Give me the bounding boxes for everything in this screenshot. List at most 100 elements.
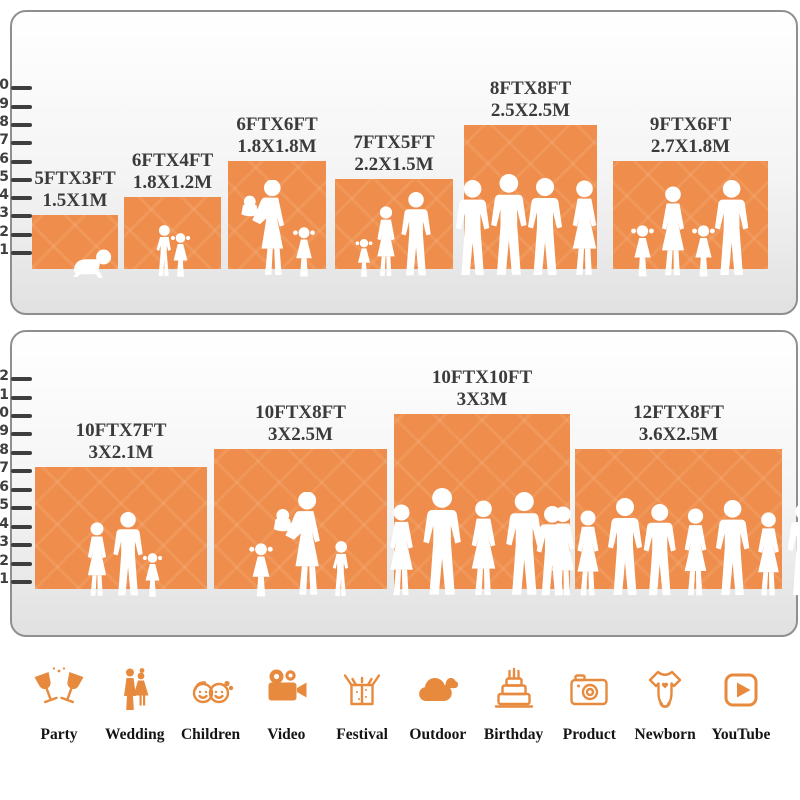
backdrop-size-label: 7FTX5FT 2.2X1.5M [353, 132, 435, 175]
ruler-tick-3: 3 [0, 206, 32, 220]
category-festival: Festival [325, 666, 399, 744]
ruler-tick-label: 4 [0, 187, 9, 204]
girl-silhouette [142, 553, 162, 597]
ruler-tick-4: 4 [0, 188, 32, 202]
category-label: Party [40, 726, 78, 743]
man-silhouette [788, 503, 800, 596]
ruler-tick-label: 2 [0, 223, 9, 240]
backdrop-size-label: 10FTX10FT 3X3M [431, 367, 533, 410]
category-label: Product [562, 726, 616, 743]
ruler-tick-8: 8 [0, 443, 32, 457]
category-label: Newborn [634, 726, 696, 743]
category-label: Wedding [105, 726, 165, 743]
category-label: Children [180, 726, 241, 743]
backdrop-5ftx3ft: 5FTX3FT 1.5X1M [32, 168, 118, 278]
backdrop-size-label: 10FTX7FT 3X2.1M [75, 420, 167, 463]
category-label: Video [267, 726, 306, 743]
ruler-tick-label: 10 [0, 77, 9, 94]
ruler-tick-12: 12 [0, 369, 32, 383]
ruler-tick-label: 9 [0, 95, 9, 112]
man-silhouette [401, 192, 431, 276]
ruler-tick-label: 11 [0, 386, 9, 403]
people-silhouettes [124, 224, 221, 278]
people-silhouettes [228, 180, 326, 278]
ruler-tick-label: 3 [0, 205, 9, 222]
ruler-tick-9: 9 [0, 424, 32, 438]
ruler-tick-10: 10 [0, 406, 32, 420]
womanbaby-silhouette [274, 492, 321, 595]
category-row: Party Wedding [0, 666, 800, 744]
woman-silhouette [573, 180, 597, 276]
backdrop-9ftx6ft: 9FTX6FT 2.7X1.8M [613, 114, 768, 277]
ruler-tick-4: 4 [0, 517, 32, 531]
category-wedding: Wedding [98, 666, 172, 744]
ruler-tick-label: 5 [0, 497, 9, 514]
ruler-tick-5: 5 [0, 170, 32, 184]
cloud-icon [418, 677, 458, 702]
ruler-tick-label: 12 [0, 368, 9, 385]
category-party: Party [22, 666, 96, 744]
baby-onesie-icon [648, 670, 682, 708]
ruler-tick-label: 8 [0, 113, 9, 130]
category-video: Video [249, 666, 323, 744]
ruler-tick-label: 7 [0, 132, 9, 149]
category-newborn: Newborn [628, 666, 702, 744]
people-silhouettes [335, 192, 453, 278]
backdrop-6ftx6ft: 6FTX6FT 1.8X1.8M [228, 114, 326, 277]
people-silhouettes [455, 174, 597, 278]
video-camera-icon [268, 669, 307, 701]
category-label: Outdoor [409, 726, 467, 743]
backdrop-12ftx8ft: 12FTX8FT 3.6X2.5M [536, 402, 800, 596]
camera-icon [570, 674, 609, 706]
ruler-tick-9: 9 [0, 97, 32, 111]
backdrop-size-label: 6FTX4FT 1.8X1.2M [131, 150, 214, 193]
category-birthday: Birthday [477, 666, 551, 744]
ruler-tick-label: 7 [0, 460, 9, 477]
ruler-tick-7: 7 [0, 133, 32, 147]
ruler-tick-label: 3 [0, 534, 9, 551]
ruler-tick-1: 1 [0, 572, 32, 586]
people-silhouettes [35, 512, 207, 598]
ruler-tick-label: 6 [0, 478, 9, 495]
ruler-tick-2: 2 [0, 554, 32, 568]
woman-silhouette [389, 504, 413, 596]
backdrop-10ftx10ft: 10FTX10FT 3X3M [389, 367, 575, 596]
ruler-tick-11: 11 [0, 388, 32, 402]
man-silhouette [714, 180, 749, 276]
ruler-tick-label: 10 [0, 404, 9, 421]
ruler-tick-label: 6 [0, 150, 9, 167]
category-product: Product [552, 666, 626, 744]
ruler-tick-label: 1 [0, 242, 9, 258]
ruler-tick-label: 8 [0, 441, 9, 458]
ruler-tick-2: 2 [0, 225, 32, 239]
backdrop-size-label: 8FTX8FT 2.5X2.5M [489, 78, 572, 121]
ruler-tick-label: 4 [0, 515, 9, 532]
ruler-tick-1: 1 [0, 243, 32, 257]
ruler-tick-10: 10 [0, 78, 32, 92]
backdrop-10ftx7ft: 10FTX7FT 3X2.1M [35, 420, 207, 597]
people-silhouettes [536, 498, 800, 598]
backdrop-8ftx8ft: 8FTX8FT 2.5X2.5M [455, 78, 597, 276]
girl-silhouette [293, 227, 316, 277]
ruler-tick-3: 3 [0, 535, 32, 549]
ruler-tick-6: 6 [0, 480, 32, 494]
child-silhouette [332, 541, 349, 596]
lower-size-panel: 12345678910111210FTX7FT3X2.1M10FTX8FT3X2… [0, 330, 800, 637]
backdrop-6ftx4ft: 6FTX4FT 1.8X1.2M [124, 150, 221, 277]
people-silhouettes [214, 492, 387, 598]
backdrop-size-label: 6FTX6FT 1.8X1.8M [236, 114, 318, 157]
baby-silhouette [72, 249, 112, 278]
girl-silhouette [171, 233, 191, 277]
ruler-tick-7: 7 [0, 461, 32, 475]
backdrop-size-label: 12FTX8FT 3.6X2.5M [633, 402, 724, 445]
ruler-tick-6: 6 [0, 152, 32, 166]
ruler-tick-8: 8 [0, 115, 32, 129]
backdrop-7ftx5ft: 7FTX5FT 2.2X1.5M [335, 132, 453, 277]
backdrop-10ftx8ft: 10FTX8FT 3X2.5M [214, 402, 387, 597]
people-silhouettes [613, 180, 768, 278]
backdrop-size-label: 10FTX8FT 3X2.5M [255, 402, 346, 445]
children-icon [192, 680, 233, 704]
category-outdoor: Outdoor [401, 666, 475, 744]
wedding-icon [123, 668, 149, 710]
